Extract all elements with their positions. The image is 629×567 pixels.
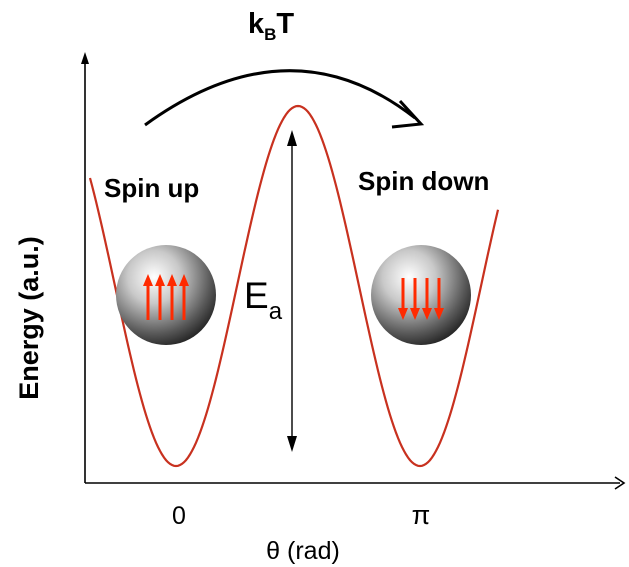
barrier-arrow-top-head — [287, 130, 297, 146]
spin-up-arrow-head-3 — [167, 274, 177, 286]
spin-up-label: Spin up — [104, 173, 199, 203]
thermal-hop-arrowhead — [391, 99, 425, 129]
barrier-arrow-bottom-head — [287, 436, 297, 452]
spin-up-arrow-head-1 — [143, 274, 153, 286]
spin-up-arrows — [143, 274, 189, 320]
spin-down-sphere — [371, 245, 471, 345]
x-axis-arrowhead — [614, 476, 626, 490]
tick-label-pi: π — [412, 500, 431, 530]
spin-down-arrow-head-1 — [398, 308, 408, 320]
thermal-hop-arrow — [144, 69, 416, 127]
spin-up-sphere — [116, 245, 216, 345]
thermal-energy-label: kBT — [248, 8, 294, 44]
theta-axis-label: θ (rad) — [266, 537, 340, 565]
spin-up-particle — [116, 245, 216, 345]
spin-down-arrow-head-2 — [410, 308, 420, 320]
spin-down-label: Spin down — [358, 166, 489, 196]
barrier-energy-label: Ea — [244, 275, 283, 325]
y-axis-arrowhead — [81, 52, 89, 64]
spin-down-arrow-head-3 — [422, 308, 432, 320]
tick-label-zero: 0 — [172, 502, 186, 530]
energy-axis-label: Energy (a.u.) — [14, 236, 44, 400]
spin-down-arrows — [398, 278, 444, 320]
spin-down-particle — [371, 245, 471, 345]
spin-up-arrow-head-2 — [155, 274, 165, 286]
spin-down-arrow-head-4 — [434, 308, 444, 320]
spin-up-arrow-head-4 — [179, 274, 189, 286]
energy-curve — [88, 104, 500, 468]
